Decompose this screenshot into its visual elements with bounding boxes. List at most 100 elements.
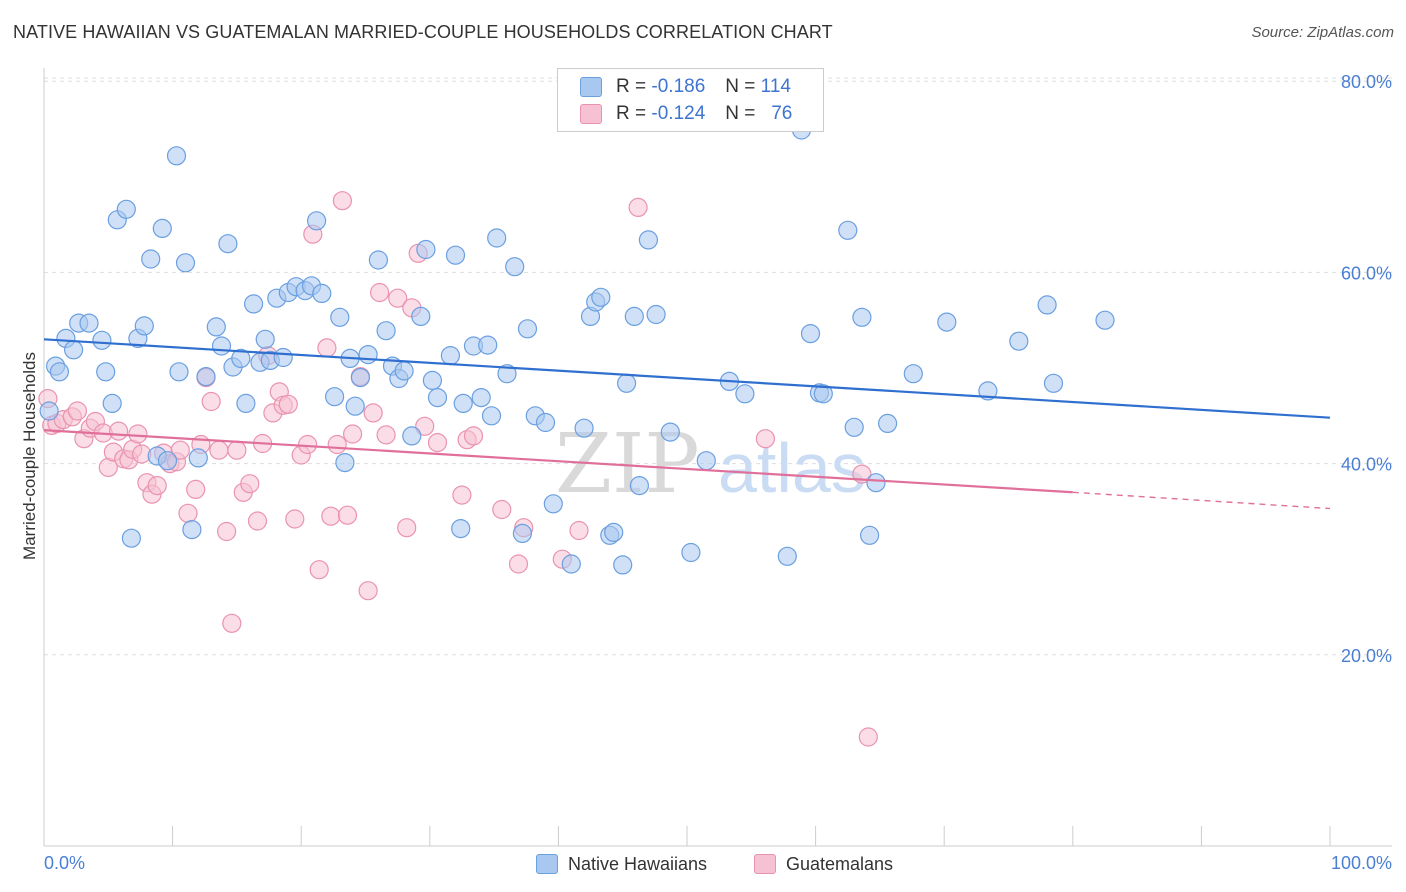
guatemalans-point bbox=[415, 416, 435, 436]
native-hawaiians-point bbox=[696, 451, 716, 471]
native-hawaiians-point bbox=[638, 230, 659, 250]
guatemalans-point bbox=[332, 191, 352, 211]
bottom-legend-swatch-pink bbox=[754, 854, 776, 874]
x-ticks bbox=[43, 826, 1331, 846]
native-hawaiians-point bbox=[440, 346, 460, 366]
native-hawaiians-point bbox=[206, 317, 226, 337]
native-hawaiians-point bbox=[937, 312, 957, 332]
bottom-legend-guatemalans: Guatemalans bbox=[754, 852, 893, 876]
guatemalans-point bbox=[170, 440, 190, 460]
native-hawaiians-point bbox=[844, 417, 864, 437]
guatemalans-point bbox=[452, 485, 472, 505]
native-hawaiians-point bbox=[218, 234, 238, 254]
guatemalans-point bbox=[285, 509, 305, 529]
native-hawaiians-point bbox=[427, 388, 448, 408]
y-tick-label: 80.0% bbox=[1341, 72, 1392, 92]
x-tick-label-max: 100.0% bbox=[1331, 853, 1392, 873]
guatemalans-point bbox=[628, 197, 648, 217]
guatemalans-point bbox=[240, 474, 260, 494]
native-hawaiians-point bbox=[1043, 373, 1064, 393]
native-hawaiians-point bbox=[96, 362, 116, 382]
native-hawaiians-point bbox=[866, 473, 886, 493]
native-hawaiians-point bbox=[487, 228, 507, 248]
native-hawaiians-point bbox=[307, 211, 327, 231]
guatemalans-point bbox=[186, 479, 206, 499]
guatemalans-trend-extension bbox=[1072, 491, 1331, 510]
legend-r-value: -0.124 bbox=[651, 103, 706, 124]
native-hawaiians-point bbox=[604, 522, 624, 543]
legend-r-value: -0.186 bbox=[651, 76, 706, 97]
native-hawaiians-point bbox=[852, 307, 872, 327]
native-hawaiians-point bbox=[244, 294, 264, 314]
native-hawaiians-point bbox=[394, 361, 414, 381]
native-hawaiians-point bbox=[182, 519, 202, 540]
guatemalans-point bbox=[209, 440, 229, 460]
guatemalans-point bbox=[178, 503, 198, 523]
native-hawaiians-point bbox=[813, 384, 833, 404]
guatemalans-point bbox=[388, 288, 408, 308]
native-hawaiians-point bbox=[141, 249, 161, 269]
guatemalans-point bbox=[508, 554, 529, 574]
native-hawaiians-point bbox=[157, 451, 178, 471]
guatemalans-point bbox=[337, 505, 358, 525]
y-tick-labels: 20.0% 40.0% 60.0% 80.0% bbox=[1341, 72, 1392, 666]
native-hawaiians-point bbox=[236, 393, 256, 413]
native-hawaiians-point bbox=[512, 523, 533, 544]
guatemalans-point bbox=[569, 520, 589, 541]
y-tick-label: 60.0% bbox=[1341, 263, 1392, 283]
native-hawaiians-point bbox=[1037, 295, 1057, 315]
native-hawaiians-point bbox=[211, 336, 232, 356]
guatemalans-point bbox=[427, 433, 448, 453]
grid-lines bbox=[44, 77, 1392, 656]
native-hawaiians-point bbox=[616, 373, 637, 393]
trend-lines bbox=[43, 338, 1331, 510]
y-tick-label: 40.0% bbox=[1341, 455, 1392, 475]
bottom-legend-label: Guatemalans bbox=[786, 853, 894, 874]
native-hawaiians-point bbox=[102, 393, 122, 413]
native-hawaiians-point bbox=[471, 388, 491, 408]
native-hawaiians-point bbox=[800, 324, 821, 344]
native-hawaiians-point bbox=[175, 253, 196, 273]
guatemalans-point bbox=[128, 424, 148, 444]
native-hawaiians-point bbox=[350, 368, 370, 388]
native-hawaiians-point bbox=[79, 313, 99, 333]
native-hawaiians-point bbox=[681, 542, 701, 563]
guatemalans-point bbox=[298, 434, 318, 455]
guatemalans-point bbox=[222, 613, 242, 633]
bottom-legend-swatch-blue bbox=[536, 854, 558, 874]
legend-swatch-pink bbox=[580, 104, 602, 124]
native-hawaiians-point bbox=[335, 453, 355, 473]
native-hawaiians-point bbox=[345, 396, 365, 416]
guatemalans-point bbox=[463, 426, 484, 446]
native-hawaiians-point bbox=[325, 387, 345, 407]
native-hawaiians-point bbox=[561, 554, 581, 574]
native-hawaiians-point bbox=[422, 370, 442, 390]
native-hawaiians-point bbox=[777, 546, 797, 566]
guatemalans-point bbox=[147, 476, 167, 496]
native-hawaiians-point bbox=[411, 306, 431, 326]
guatemalans-trend-line bbox=[43, 429, 1073, 494]
native-hawaiians-point bbox=[660, 422, 680, 442]
native-hawaiians-point bbox=[49, 362, 70, 382]
native-hawaiians-point bbox=[39, 401, 59, 421]
guatemalans-point bbox=[217, 521, 237, 542]
guatemalans-point bbox=[247, 511, 268, 531]
native-hawaiians-point bbox=[312, 283, 332, 303]
chart-title: NATIVE HAWAIIAN VS GUATEMALAN MARRIED-CO… bbox=[13, 22, 833, 42]
native-hawaiians-point bbox=[481, 406, 502, 426]
native-hawaiians-point bbox=[497, 364, 517, 384]
native-hawaiians-point bbox=[358, 345, 378, 365]
native-hawaiians-point bbox=[1095, 310, 1115, 330]
native-hawaiians-point bbox=[196, 367, 216, 387]
native-hawaiians-point bbox=[152, 218, 172, 238]
native-hawaiians-point bbox=[451, 518, 471, 539]
native-hawaiians-point bbox=[376, 321, 396, 341]
source-note: Source: ZipAtlas.com bbox=[1251, 24, 1394, 41]
correlation-legend: R = -0.186 N = 114 R = -0.124 N = 76 bbox=[557, 68, 824, 132]
watermark-atlas: atlas bbox=[718, 429, 866, 507]
native-hawaiians-point bbox=[613, 555, 633, 575]
legend-n-label: N = bbox=[725, 76, 756, 97]
legend-r-label: R = bbox=[616, 103, 647, 124]
native-hawaiians-point bbox=[402, 426, 422, 446]
